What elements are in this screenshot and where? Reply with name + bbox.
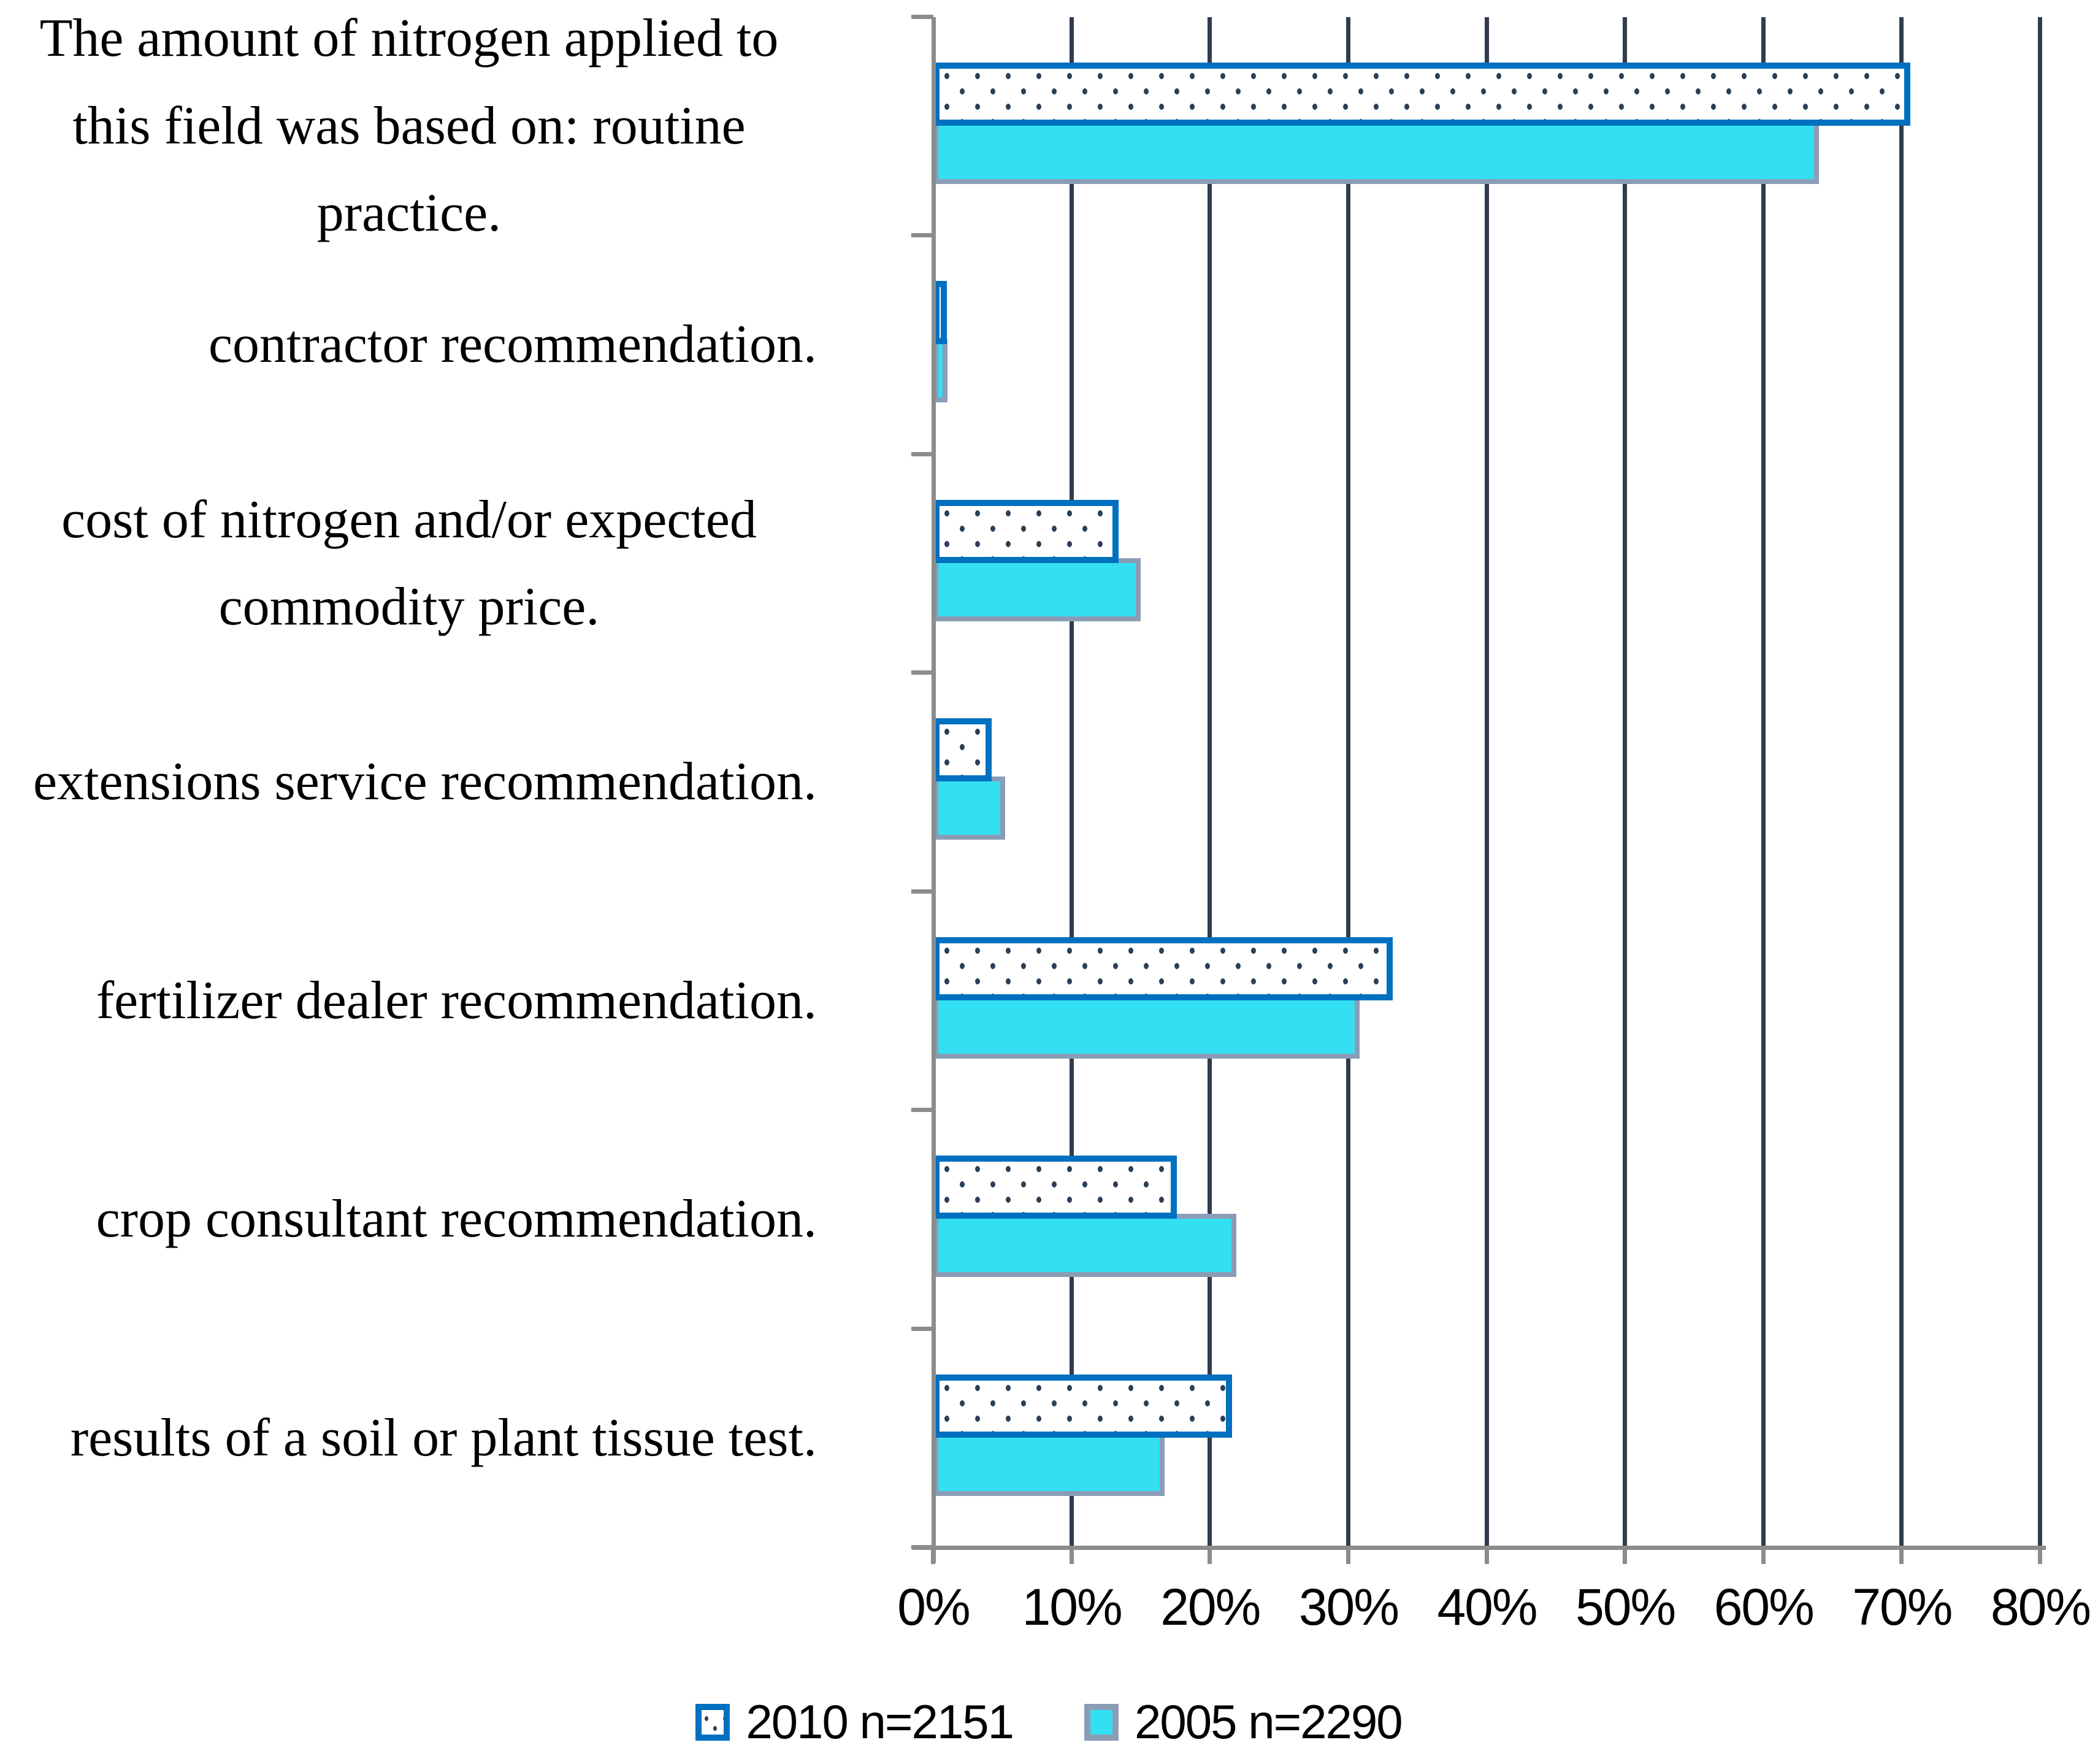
category-label: contractor recommendation. [208,315,817,375]
bar-2010 [933,718,992,782]
x-axis-tick [931,1547,935,1564]
bar-2005 [933,777,1006,840]
category-axis-tick [911,670,933,675]
category-axis-tick [911,1545,933,1549]
bar-group [933,892,2040,1110]
category-axis-tick [911,451,933,456]
bar-2010 [933,937,1393,1000]
category-label-row: The amount of nitrogen applied to this f… [0,9,871,243]
gridline [2038,17,2042,1547]
bar-2010 [933,1374,1233,1438]
y-axis-line [932,17,936,1563]
category-label-row: results of a soil or plant tissue test. [0,1329,871,1547]
category-label-row: extensions service recommendation. [0,673,871,891]
gridline [1761,17,1766,1547]
x-axis-tick [1761,1547,1766,1564]
bar-group [933,1329,2040,1547]
category-label: cost of nitrogen and/or expected commodi… [61,489,757,637]
category-axis-tick [911,1326,933,1331]
bar-group [933,1110,2040,1329]
x-axis-tick [1345,1547,1350,1564]
x-axis-tick-label: 60% [1713,1578,1815,1636]
x-axis-tick-label: 0% [897,1578,970,1636]
x-axis-tick [1208,1547,1212,1564]
category-label: fertilizer dealer recommendation. [96,970,817,1030]
category-label: The amount of nitrogen applied to this f… [39,9,779,244]
x-axis-tick [1899,1547,1904,1564]
gridline [1069,17,1074,1547]
x-axis-tick-label: 30% [1298,1578,1399,1636]
category-label-row: fertilizer dealer recommendation. [0,892,871,1110]
bar-group [933,673,2040,891]
bar-group [933,236,2040,454]
category-axis-tick [911,15,933,19]
x-axis-tick-label: 70% [1852,1578,1953,1636]
x-axis-tick-label: 20% [1160,1578,1261,1636]
x-axis-tick-label: 80% [1990,1578,2090,1636]
category-axis-tick [911,233,933,238]
bar-group [933,17,2040,236]
category-label-row: cost of nitrogen and/or expected commodi… [0,454,871,673]
gridline [1484,17,1489,1547]
category-label: crop consultant recommendation. [96,1189,817,1249]
category-label-row: crop consultant recommendation. [0,1110,871,1329]
gridline [1623,17,1628,1547]
bar-2010 [933,281,947,345]
bar-2005 [933,995,1360,1059]
category-axis-tick [911,889,933,894]
bar-2010 [933,63,1910,126]
gridline [1899,17,1904,1547]
bar-2010 [933,499,1119,563]
category-label: extensions service recommendation. [33,752,817,812]
legend-swatch-2010 [695,1703,730,1741]
legend-item: 2005 n=2290 [1084,1694,1403,1750]
x-axis-tick [1069,1547,1074,1564]
bar-2010 [933,1156,1177,1219]
category-label: results of a soil or plant tissue test. [70,1408,817,1468]
bar-group [933,454,2040,673]
x-axis-tick-label: 10% [1022,1578,1123,1636]
bar-2005 [933,121,1819,184]
legend: 2010 n=2151 2005 n=2290 [37,1694,2061,1750]
bar-2005 [933,1432,1165,1496]
category-label-row: contractor recommendation. [0,236,871,454]
bar-2005 [933,1214,1237,1278]
category-label-column: The amount of nitrogen applied to this f… [0,9,871,1547]
x-axis-tick-label: 50% [1575,1578,1676,1636]
x-axis-tick [2038,1547,2042,1564]
legend-swatch-2005 [1084,1703,1119,1741]
gridline [1345,17,1350,1547]
x-axis-line [913,1546,2046,1550]
legend-label: 2010 n=2151 [746,1695,1014,1749]
category-axis-tick [911,1108,933,1113]
plot-area [933,17,2042,1547]
bar-2005 [933,558,1141,621]
x-axis-tick [1623,1547,1628,1564]
x-axis-tick [1484,1547,1489,1564]
x-axis-tick-label: 40% [1437,1578,1537,1636]
gridline [1208,17,1212,1547]
legend-label: 2005 n=2290 [1135,1695,1403,1749]
legend-item: 2010 n=2151 [695,1694,1014,1750]
